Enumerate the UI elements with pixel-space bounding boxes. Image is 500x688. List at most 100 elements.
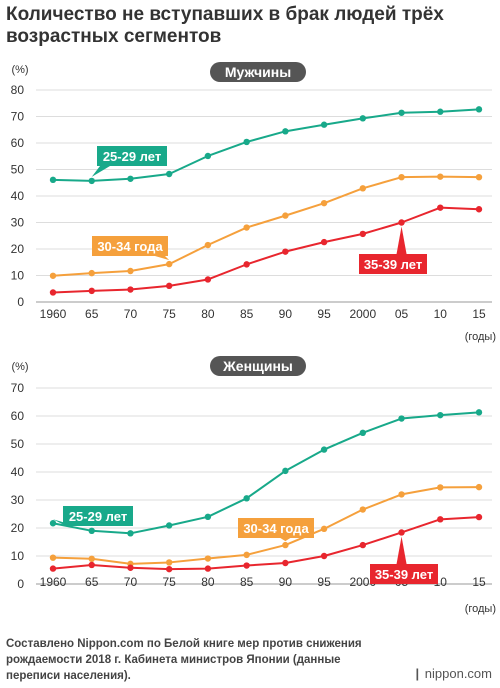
women-data-point bbox=[165, 565, 173, 573]
men-ylabel: (%) bbox=[11, 64, 28, 76]
men-ytick-label: 50 bbox=[11, 163, 25, 177]
women-xtick-label: 85 bbox=[240, 575, 254, 589]
men-xtick-label: 05 bbox=[395, 307, 409, 321]
women-series-label-bg bbox=[63, 506, 133, 526]
men-series-label: 30-34 года bbox=[97, 239, 163, 254]
women-label-pointer bbox=[280, 538, 291, 542]
men-data-point bbox=[437, 108, 444, 115]
women-data-point bbox=[437, 411, 444, 419]
men-xtick-label: 85 bbox=[240, 307, 254, 321]
men-ytick-label: 20 bbox=[11, 242, 25, 256]
women-label-pointer bbox=[396, 536, 407, 564]
men-data-point bbox=[127, 267, 134, 275]
men-xtick-label: 75 bbox=[163, 307, 177, 321]
men-series-label: 35-39 лет bbox=[364, 257, 422, 272]
men-data-point bbox=[204, 152, 212, 160]
men-xtick-label: 65 bbox=[85, 307, 99, 321]
men-data-point bbox=[282, 212, 289, 219]
men-data-point bbox=[88, 287, 95, 295]
men-panel-title-bg bbox=[210, 62, 306, 82]
men-data-point bbox=[320, 121, 328, 128]
women-data-point bbox=[243, 551, 250, 559]
men-ytick-label: 80 bbox=[11, 83, 25, 97]
women-xtick-label: 2000 bbox=[349, 575, 376, 589]
women-xtick-label: 75 bbox=[163, 575, 177, 589]
women-data-point bbox=[475, 409, 483, 416]
women-ytick-label: 40 bbox=[11, 465, 25, 479]
men-data-point bbox=[359, 115, 367, 122]
men-ytick-label: 0 bbox=[17, 295, 24, 309]
women-data-point bbox=[204, 513, 212, 520]
women-ylabel: (%) bbox=[11, 361, 28, 373]
men-data-point bbox=[127, 286, 134, 293]
women-xtick-label: 80 bbox=[201, 575, 215, 589]
men-xtick-label: 90 bbox=[279, 307, 293, 321]
men-data-point bbox=[320, 199, 328, 207]
men-data-point bbox=[359, 230, 367, 238]
women-data-point bbox=[282, 541, 289, 549]
women-ytick-label: 20 bbox=[11, 521, 25, 535]
men-series-label-bg bbox=[92, 236, 168, 256]
men-data-point bbox=[398, 173, 405, 181]
women-data-point bbox=[243, 562, 250, 569]
women-data-point bbox=[320, 525, 328, 533]
women-series-label-bg bbox=[370, 564, 438, 584]
men-xtick-label: 80 bbox=[201, 307, 215, 321]
men-data-point bbox=[398, 219, 405, 226]
source-note: Составлено Nippon.com по Белой книге мер… bbox=[6, 638, 362, 682]
women-data-point bbox=[437, 516, 444, 523]
men-xtick-label: 15 bbox=[472, 307, 486, 321]
men-xtick-label: 70 bbox=[124, 307, 138, 321]
women-series-label: 35-39 лет bbox=[375, 567, 433, 582]
women-data-point bbox=[359, 429, 367, 436]
men-data-point bbox=[320, 238, 328, 246]
women-data-point bbox=[49, 554, 57, 561]
men-data-point bbox=[165, 260, 173, 268]
women-ytick-label: 50 bbox=[11, 437, 25, 451]
men-series-line bbox=[52, 206, 480, 294]
women-xtick-label: 95 bbox=[317, 575, 331, 589]
women-data-point bbox=[475, 513, 483, 521]
men-series-line bbox=[52, 108, 480, 182]
men-series-label-bg bbox=[97, 146, 167, 166]
logo-mark-icon: | bbox=[415, 666, 420, 681]
women-data-point bbox=[127, 564, 134, 571]
chart-men: 0 10 20 30 40 50 60 70 80 (%) 1960 65 70 75 80 85 90 95 20… bbox=[11, 62, 496, 343]
women-ytick-label: 10 bbox=[11, 549, 25, 563]
women-data-point bbox=[49, 520, 57, 527]
chart-women: 0 10 20 30 40 50 60 70 (%) 1960 65 70 75 80 85 90 95 2000… bbox=[11, 356, 496, 615]
men-label-pointer bbox=[396, 226, 407, 254]
men-ytick-label: 30 bbox=[11, 216, 25, 230]
men-series-label: 25-29 лет bbox=[103, 149, 161, 164]
men-series-line bbox=[52, 175, 480, 277]
men-data-point bbox=[49, 176, 57, 184]
men-label-pointer bbox=[91, 166, 110, 177]
men-xtick-label: 95 bbox=[317, 307, 331, 321]
women-data-point bbox=[475, 483, 483, 491]
women-data-point bbox=[88, 561, 95, 569]
women-data-point bbox=[359, 541, 367, 549]
women-ytick-label: 0 bbox=[17, 577, 24, 591]
women-data-point bbox=[282, 559, 289, 567]
women-data-point bbox=[320, 552, 328, 560]
men-data-point bbox=[165, 282, 173, 290]
women-series-line bbox=[52, 411, 480, 535]
men-data-point bbox=[88, 177, 95, 185]
women-panel-title-bg bbox=[210, 356, 306, 376]
men-data-point bbox=[49, 272, 57, 279]
nippon-logo: | nippon.com bbox=[413, 666, 492, 681]
women-panel-title: Женщины bbox=[222, 358, 293, 374]
women-ytick-label: 30 bbox=[11, 493, 25, 507]
women-series-label: 30-34 года bbox=[243, 521, 309, 536]
men-ytick-label: 10 bbox=[11, 269, 25, 283]
women-data-point bbox=[88, 527, 95, 534]
men-data-point bbox=[204, 276, 212, 283]
women-series-label: 25-29 лет bbox=[69, 509, 127, 524]
men-data-point bbox=[165, 170, 173, 178]
men-series-label-bg bbox=[359, 254, 427, 274]
women-data-point bbox=[127, 530, 134, 537]
women-series-line bbox=[52, 486, 480, 565]
women-data-point bbox=[204, 565, 212, 572]
men-data-point bbox=[475, 106, 483, 113]
women-data-point bbox=[282, 467, 289, 475]
